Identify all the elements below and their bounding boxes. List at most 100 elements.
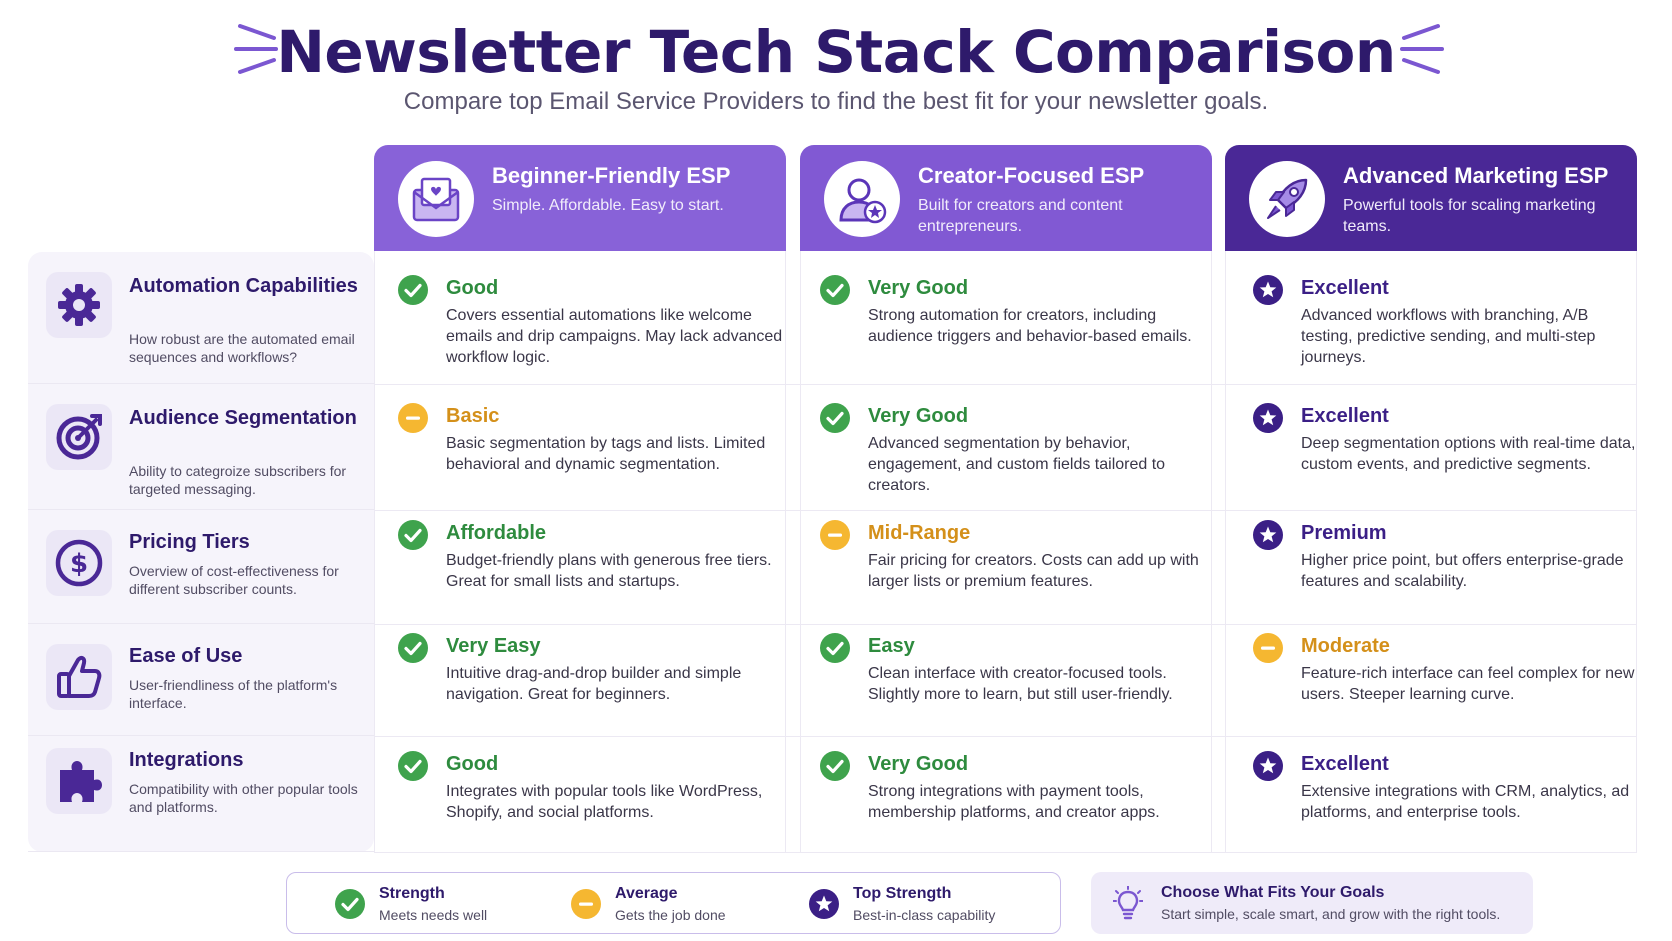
cell-description: Strong automation for creators, includin…: [868, 307, 1192, 345]
cell-description: Advanced workflows with branching, A/B t…: [1301, 307, 1596, 366]
rating-label: Very Good: [868, 277, 969, 299]
minus-icon: [398, 403, 428, 433]
check-icon: [398, 633, 428, 663]
rating-label: Mid-Range: [868, 522, 971, 544]
page-title: Newsletter Tech Stack Comparison: [276, 18, 1396, 86]
legend-title: Strength: [379, 885, 445, 902]
page-subtitle: Compare top Email Service Providers to f…: [403, 88, 1269, 115]
row-divider: [374, 510, 1637, 511]
check-icon: [398, 275, 428, 305]
legend: Strength Meets needs well Average Gets t…: [286, 872, 1061, 934]
criteria-description: How robust are the automated email seque…: [129, 331, 355, 365]
cell-description: Budget-friendly plans with generous free…: [446, 552, 772, 590]
rating-label: Very Good: [868, 753, 969, 775]
criteria-description: Compatibility with other popular tools a…: [129, 781, 358, 815]
minus-icon: [1253, 633, 1283, 663]
legend-subtitle: Best-in-class capability: [853, 907, 996, 923]
cell-description: Covers essential automations like welcom…: [446, 307, 783, 366]
column-title: Advanced Marketing ESP: [1343, 163, 1609, 188]
criteria-description: Overview of cost-effectiveness for diffe…: [129, 563, 339, 597]
star-icon: [1253, 275, 1283, 305]
rating-label: Affordable: [446, 522, 546, 544]
rating-label: Basic: [446, 405, 500, 427]
check-icon: [820, 633, 850, 663]
column-header-advanced: Advanced Marketing ESP Powerful tools fo…: [1225, 145, 1637, 251]
rocket-icon: [1249, 161, 1325, 237]
check-icon: [335, 889, 365, 919]
gear-icon: [46, 272, 112, 338]
criteria-row-pricing: $ Pricing Tiers Overview of cost-effecti…: [28, 510, 374, 624]
cell-description: Advanced segmentation by behavior, engag…: [868, 435, 1166, 494]
criteria-description: User-friendliness of the platform's inte…: [129, 677, 338, 711]
star-icon: [1253, 403, 1283, 433]
column-header-creator: Creator-Focused ESP Built for creators a…: [800, 145, 1212, 251]
cell-description: Clean interface with creator-focused too…: [868, 665, 1173, 703]
grid-column-creator: [800, 251, 1212, 852]
legend-subtitle: Meets needs well: [379, 907, 488, 923]
cell-description: Basic segmentation by tags and lists. Li…: [446, 435, 766, 473]
rating-label: Good: [446, 753, 499, 775]
cell-description: Higher price point, but offers enterpris…: [1301, 552, 1624, 590]
check-icon: [398, 751, 428, 781]
thumbs-up-icon: [46, 644, 112, 710]
row-divider: [374, 736, 1637, 737]
cell-description: Integrates with popular tools like WordP…: [446, 783, 763, 821]
criteria-title: Ease of Use: [129, 645, 243, 667]
target-icon: [46, 404, 112, 470]
cell-description: Strong integrations with payment tools, …: [868, 783, 1160, 821]
rating-label: Very Good: [868, 405, 969, 427]
legend-subtitle: Gets the job done: [615, 907, 726, 923]
minus-icon: [820, 520, 850, 550]
column-subtitle: Powerful tools for scaling marketing tea…: [1343, 197, 1596, 235]
criteria-description: Ability to categroize subscribers for ta…: [129, 463, 347, 497]
criteria-row-integrations: Integrations Compatibility with other po…: [28, 736, 374, 852]
cell-description: Extensive integrations with CRM, analyti…: [1301, 783, 1630, 821]
star-icon: [1253, 520, 1283, 550]
tip-title: Choose What Fits Your Goals: [1161, 884, 1385, 901]
rating-label: Good: [446, 277, 499, 299]
check-icon: [820, 403, 850, 433]
svg-text:$: $: [70, 549, 88, 579]
criteria-title: Integrations: [129, 749, 244, 771]
criteria-title: Pricing Tiers: [129, 531, 250, 553]
rating-label: Easy: [868, 635, 915, 657]
creator-user-icon: [824, 161, 900, 237]
row-divider: [374, 852, 1637, 853]
rating-label: Moderate: [1301, 635, 1390, 657]
legend-title: Average: [615, 885, 678, 902]
tip-box: Choose What Fits Your Goals Start simple…: [1091, 872, 1533, 934]
legend-title: Top Strength: [853, 885, 952, 902]
criteria-title: Automation Capabilities: [129, 275, 358, 297]
envelope-icon: [398, 161, 474, 237]
rating-label: Excellent: [1301, 753, 1389, 775]
rating-label: Very Easy: [446, 635, 541, 657]
minus-icon: [571, 889, 601, 919]
check-icon: [820, 275, 850, 305]
column-subtitle: Built for creators and content entrepren…: [918, 197, 1123, 235]
check-icon: [398, 520, 428, 550]
criteria-row-automation: Automation Capabilities How robust are t…: [28, 252, 374, 384]
row-divider: [374, 624, 1637, 625]
cell-description: Feature-rich interface can feel complex …: [1301, 665, 1635, 703]
tip-subtitle: Start simple, scale smart, and grow with…: [1161, 906, 1501, 922]
column-header-beginner: Beginner-Friendly ESP Simple. Affordable…: [374, 145, 786, 251]
cell-description: Deep segmentation options with real-time…: [1301, 435, 1636, 473]
rating-label: Excellent: [1301, 405, 1389, 427]
cell-description: Intuitive drag-and-drop builder and simp…: [446, 665, 742, 703]
grid-column-beginner: [374, 251, 786, 852]
column-title: Beginner-Friendly ESP: [492, 163, 731, 188]
puzzle-icon: [46, 748, 112, 814]
star-icon: [1253, 751, 1283, 781]
decorative-lines-right-icon: [1400, 24, 1444, 74]
dollar-icon: $: [46, 530, 112, 596]
criteria-row-ease-of-use: Ease of Use User-friendliness of the pla…: [28, 624, 374, 736]
row-divider: [374, 384, 1637, 385]
criteria-title: Audience Segmentation: [129, 407, 357, 429]
check-icon: [820, 751, 850, 781]
grid-column-advanced: [1225, 251, 1637, 852]
cell-description: Fair pricing for creators. Costs can add…: [868, 552, 1199, 590]
rating-label: Excellent: [1301, 277, 1389, 299]
rating-label: Premium: [1301, 522, 1387, 544]
criteria-row-segmentation: Audience Segmentation Ability to categro…: [28, 384, 374, 510]
decorative-lines-left-icon: [234, 24, 278, 74]
